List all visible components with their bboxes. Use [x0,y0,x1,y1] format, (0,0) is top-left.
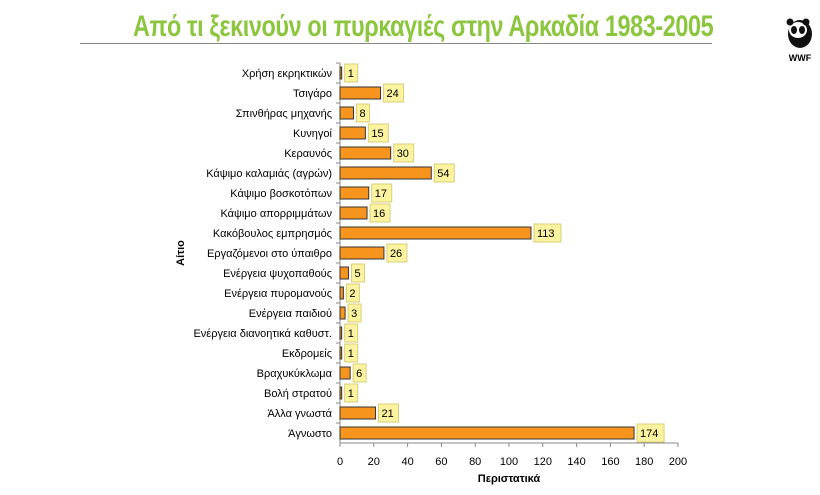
x-tick-label: 0 [337,456,343,468]
bar [339,146,392,160]
data-label: 1 [348,68,354,80]
data-label: 1 [348,348,354,360]
data-label-box [383,83,405,103]
x-tick-label: 60 [435,456,447,468]
data-label: 3 [351,308,357,320]
data-label-box [433,163,455,183]
x-tick-label: 20 [368,456,380,468]
data-label-box [369,203,391,223]
category-label: Κεραυνός [284,148,332,160]
bar [339,286,344,300]
data-label: 6 [356,368,362,380]
category-label: Βολή στρατού [264,388,332,400]
x-tick-label: 200 [669,456,687,468]
data-label: 54 [437,168,449,180]
svg-text:WWF: WWF [789,53,812,63]
category-label: Άλλα γνωστά [267,408,332,420]
bar [339,246,385,260]
data-label: 174 [640,428,658,440]
x-tick-label: 180 [635,456,653,468]
category-label: Κυνηγοί [293,128,333,140]
data-label-box [533,223,562,243]
bar [339,126,366,140]
bar [339,106,355,120]
bar [339,86,382,100]
category-label: Ενέργεια διανοητικά καθυστ. [193,328,332,340]
title-underline [80,43,712,44]
data-label-box [352,363,367,383]
category-label: Τσιγάρο [293,88,332,100]
bar [339,426,635,440]
data-label: 113 [537,228,555,240]
bar [339,406,376,420]
data-label: 24 [387,88,399,100]
x-tick-label: 40 [401,456,413,468]
data-label: 26 [390,248,402,260]
data-label-box [356,103,371,123]
bar [339,386,343,400]
bar [339,206,368,220]
x-axis-title: Περιστατικά [478,473,541,485]
bar [339,186,370,200]
category-label: Ενέργεια παιδιού [249,308,332,320]
bar [339,226,532,240]
data-label-box [367,123,389,143]
category-label: Χρήση εκρηκτικών [242,68,333,80]
category-label: Κάψιμο απορριμμάτων [220,208,332,220]
category-label: Κάψιμο καλαμιάς (αγρών) [206,168,332,180]
bar [339,166,432,180]
data-label-box [636,423,665,443]
x-tick-label: 140 [567,456,585,468]
category-label: Άγνωστο [288,428,332,440]
category-label: Εργαζόμενοι στο ύπαιθρο [207,248,332,260]
data-label: 16 [373,208,385,220]
category-label: Σπινθήρας μηχανής [236,108,332,120]
bar [339,266,349,280]
wwf-panda-logo: WWF [786,18,812,63]
category-label: Εκδρομείς [282,348,332,360]
category-label: Ενέργεια ψυχοπαθούς [223,268,332,280]
data-label-box [344,343,359,363]
page-title: Από τι ξεκινούν οι πυρκαγιές στην Αρκαδί… [133,10,714,43]
category-label: Κάψιμο βοσκοτόπων [230,188,332,200]
data-label: 1 [348,388,354,400]
x-tick-label: 160 [601,456,619,468]
data-label: 1 [348,328,354,340]
bar [339,366,351,380]
data-label: 2 [349,288,355,300]
bar [339,306,346,320]
data-label-box [386,243,408,263]
category-label: Βραχυκύκλωμα [257,368,333,380]
bar [339,326,343,340]
x-tick-label: 80 [469,456,481,468]
category-label: Ενέργεια πυρομανούς [224,288,332,300]
data-label-box [371,183,393,203]
x-tick-label: 120 [534,456,552,468]
data-label: 15 [371,128,383,140]
data-label: 17 [375,188,387,200]
x-tick-label: 100 [500,456,518,468]
data-label: 30 [397,148,409,160]
data-label-box [345,283,360,303]
y-axis-title: Αίτιο [175,240,187,266]
data-label-box [377,403,399,423]
data-label-box [393,143,415,163]
data-label-box [347,303,362,323]
category-label: Κακόβουλος εμπρησμός [213,228,332,240]
data-label: 21 [381,408,393,420]
bar [339,346,343,360]
data-label-box [350,263,365,283]
data-label-box [344,323,359,343]
data-label-box [344,383,359,403]
data-label: 5 [354,268,360,280]
data-label-box [344,63,359,83]
bar [339,66,343,80]
data-label: 8 [360,108,366,120]
